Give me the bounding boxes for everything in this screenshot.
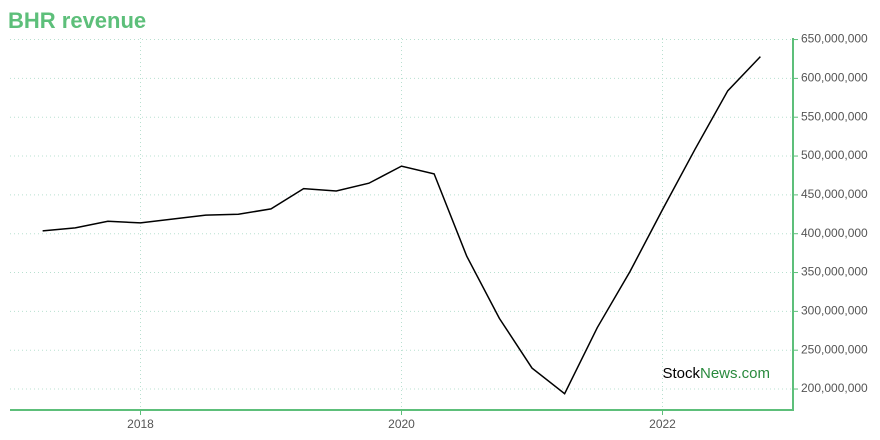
line-series <box>42 56 761 395</box>
y-tick-label: 350,000,000 <box>801 265 868 279</box>
y-tick-label: 200,000,000 <box>801 381 868 395</box>
y-tick-label: 650,000,000 <box>801 32 868 46</box>
y-tick-label: 300,000,000 <box>801 304 868 318</box>
y-tick-label: 450,000,000 <box>801 187 868 201</box>
watermark-stock: Stock <box>662 365 700 382</box>
y-tick-label: 400,000,000 <box>801 226 868 240</box>
x-tick-label: 2018 <box>127 417 154 431</box>
y-tick-label: 550,000,000 <box>801 109 868 123</box>
x-tick-label: 2022 <box>649 417 676 431</box>
x-tick-label: 2020 <box>388 417 415 431</box>
chart-title: BHR revenue <box>8 8 146 33</box>
watermark: StockNews.com <box>662 365 770 382</box>
y-tick-label: 500,000,000 <box>801 148 868 162</box>
y-tick-label: 250,000,000 <box>801 342 868 356</box>
y-tick-label: 600,000,000 <box>801 71 868 85</box>
watermark-news: News.com <box>700 365 770 382</box>
